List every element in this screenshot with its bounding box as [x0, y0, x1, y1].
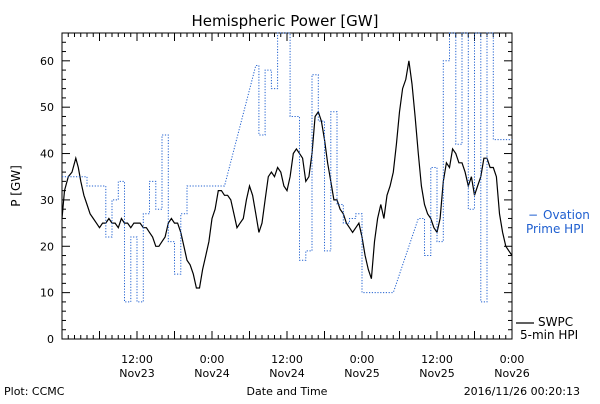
legend-ovation-line1: Ovation [543, 208, 590, 222]
series-layer [61, 32, 513, 303]
plot-frame [61, 32, 513, 340]
y-tick-label: 40 [40, 148, 54, 161]
x-tick-date-label: Nov26 [494, 367, 529, 380]
x-axis: 12:00Nov230:00Nov2412:00Nov240:00Nov2512… [67, 33, 530, 380]
y-tick-label: 60 [40, 55, 54, 68]
legend-ovation-marker: − [528, 208, 538, 222]
series-line-ovation-prime-hpi [62, 32, 512, 303]
y-tick-label: 0 [47, 333, 54, 346]
y-axis-label: P [GW] [9, 165, 23, 207]
x-tick-time-label: 0:00 [500, 353, 525, 366]
y-tick-label: 30 [40, 194, 54, 207]
y-tick-label: 10 [40, 287, 54, 300]
x-tick-date-label: Nov24 [194, 367, 229, 380]
y-tick-label: 20 [40, 240, 54, 253]
legend-swpc-line1: SWPC [538, 315, 573, 329]
x-tick-time-label: 0:00 [200, 353, 225, 366]
y-axis: 0 10 20 30 40 50 60 [40, 32, 512, 346]
x-tick-time-label: 12:00 [271, 353, 303, 366]
y-tick-label: 50 [40, 101, 54, 114]
x-tick-time-label: 0:00 [350, 353, 375, 366]
legend-swpc-line2: 5-min HPI [520, 328, 578, 342]
x-tick-date-label: Nov24 [269, 367, 304, 380]
chart-title: Hemispheric Power [GW] [192, 12, 379, 30]
x-tick-time-label: 12:00 [121, 353, 153, 366]
x-axis-label: Date and Time [247, 385, 328, 398]
x-tick-date-label: Nov25 [344, 367, 379, 380]
x-tick-date-label: Nov23 [119, 367, 154, 380]
x-tick-date-label: Nov25 [419, 367, 454, 380]
x-tick-time-label: 12:00 [421, 353, 453, 366]
footer-timestamp: 2016/11/26 00:20:13 [464, 385, 580, 398]
legend-ovation-line2: Prime HPI [526, 222, 584, 236]
series-line-swpc-5-min-hpi [61, 60, 513, 289]
footer-plot-credit: Plot: CCMC [4, 385, 65, 398]
